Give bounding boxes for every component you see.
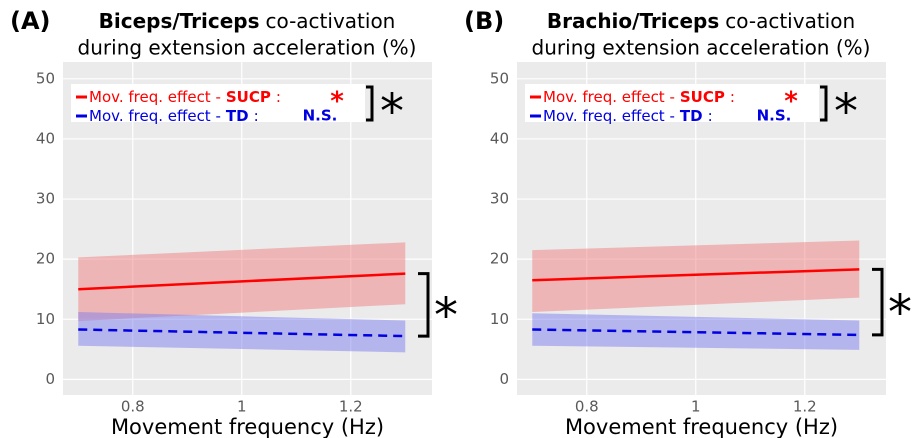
panel-label: (B) <box>464 7 504 35</box>
legend-bracket <box>366 85 374 122</box>
confidence-band <box>78 312 406 353</box>
group-bracket-label: * <box>888 285 912 341</box>
chart-title: Biceps/Triceps co-activation <box>99 9 396 33</box>
y-tick-label: 10 <box>490 310 509 328</box>
title-rest: co-activation <box>265 9 395 33</box>
y-tick-label: 30 <box>490 190 509 208</box>
chart-subtitle: during extension acceleration (%) <box>78 36 417 60</box>
title-rest: co-activation <box>725 9 855 33</box>
legend-bracket-label: * <box>834 84 858 140</box>
y-tick-label: 20 <box>490 250 509 268</box>
line <box>532 328 860 337</box>
line <box>532 268 860 282</box>
legend-bracket <box>820 85 828 122</box>
legend-name: TD <box>680 107 703 125</box>
legend-effect: Mov. freq. effect - <box>89 107 221 125</box>
legend-effect: Mov. freq. effect - <box>89 88 221 106</box>
x-tick-label: 0.8 <box>575 398 599 416</box>
group-bracket <box>872 267 884 337</box>
group-bracket-label: * <box>434 288 458 344</box>
chart-title: Brachio/Triceps co-activation <box>547 9 855 33</box>
legend-name: SUCP <box>680 88 725 106</box>
legend-entry: Mov. freq. effect - TD: <box>543 107 713 125</box>
line <box>78 272 406 291</box>
legend-colon: : <box>254 107 259 125</box>
x-axis-label: Movement frequency (Hz) <box>111 415 384 438</box>
title-bold: Brachio/Triceps <box>547 9 719 33</box>
legend-colon: : <box>708 107 713 125</box>
confidence-band <box>532 240 860 313</box>
panel-label: (A) <box>10 7 51 35</box>
legend-entry: Mov. freq. effect - SUCP: <box>543 88 735 106</box>
x-tick-label: 1.2 <box>793 398 817 416</box>
y-tick-label: 20 <box>36 250 55 268</box>
line <box>78 328 406 338</box>
legend-name: SUCP <box>226 88 271 106</box>
y-tick-label: 40 <box>36 129 55 147</box>
legend-significance: * <box>784 87 798 117</box>
legend-effect: Mov. freq. effect - <box>543 88 675 106</box>
confidence-band <box>532 313 860 350</box>
chart-subtitle: during extension acceleration (%) <box>532 36 871 60</box>
legend-name: TD <box>226 107 249 125</box>
legend-colon: : <box>276 88 281 106</box>
legend-bracket-label: * <box>380 84 404 140</box>
legend-significance: N.S. <box>303 107 338 125</box>
legend-colon: : <box>730 88 735 106</box>
x-tick-label: 0.8 <box>121 398 145 416</box>
y-tick-label: 10 <box>36 310 55 328</box>
legend-entry: Mov. freq. effect - TD: <box>89 107 259 125</box>
y-tick-label: 40 <box>490 129 509 147</box>
legend-significance: * <box>330 87 344 117</box>
legend-box <box>525 84 819 122</box>
legend-significance: N.S. <box>757 107 792 125</box>
legend-entry: Mov. freq. effect - SUCP: <box>89 88 281 106</box>
y-tick-label: 50 <box>490 69 509 87</box>
x-tick-label: 1 <box>691 398 701 416</box>
legend-box <box>71 84 365 122</box>
legend-effect: Mov. freq. effect - <box>543 107 675 125</box>
x-tick-label: 1 <box>237 398 247 416</box>
y-tick-label: 50 <box>36 69 55 87</box>
title-bold: Biceps/Triceps <box>99 9 260 33</box>
x-tick-label: 1.2 <box>339 398 363 416</box>
y-tick-label: 30 <box>36 190 55 208</box>
y-tick-label: 0 <box>499 370 509 388</box>
y-tick-label: 0 <box>45 370 55 388</box>
x-axis-label: Movement frequency (Hz) <box>565 415 838 438</box>
group-bracket <box>418 272 430 338</box>
